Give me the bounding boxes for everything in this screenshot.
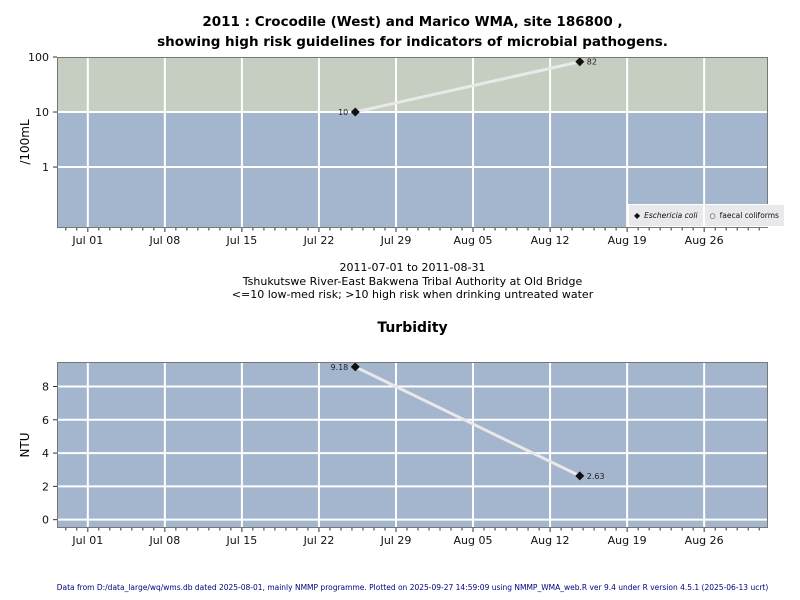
- svg-text:Jul 22: Jul 22: [303, 534, 335, 547]
- legend-item-faecal-coliforms: ○ faecal coliforms: [703, 204, 785, 227]
- svg-text:10: 10: [35, 106, 49, 119]
- svg-text:Aug 05: Aug 05: [454, 234, 493, 247]
- svg-text:Jul 08: Jul 08: [148, 534, 180, 547]
- svg-text:9.18: 9.18: [330, 363, 348, 372]
- svg-text:4: 4: [42, 447, 49, 460]
- subtitle-block: 2011-07-01 to 2011-08-31 Tshukutswe Rive…: [57, 261, 768, 302]
- svg-text:Jul 15: Jul 15: [226, 234, 258, 247]
- svg-text:0: 0: [42, 514, 49, 527]
- date-range-text: 2011-07-01 to 2011-08-31: [339, 261, 486, 274]
- svg-text:10: 10: [338, 108, 348, 117]
- svg-text:82: 82: [587, 58, 597, 67]
- svg-text:Jul 01: Jul 01: [71, 534, 103, 547]
- legend-item-ecoli: ◆ Eschericia coli: [628, 204, 704, 227]
- svg-text:2.63: 2.63: [587, 472, 605, 481]
- risk-note-text: <=10 low-med risk; >10 high risk when dr…: [231, 288, 594, 301]
- legend-label-ecoli: Eschericia coli: [644, 211, 698, 220]
- filled-diamond-icon: ◆: [634, 210, 641, 220]
- svg-text:Aug 12: Aug 12: [531, 234, 570, 247]
- svg-text:100: 100: [28, 51, 49, 64]
- svg-text:Jul 15: Jul 15: [226, 534, 258, 547]
- svg-text:Aug 26: Aug 26: [685, 234, 724, 247]
- open-circle-icon: ○: [709, 211, 716, 220]
- chart-legend: ◆ Eschericia coli ○ faecal coliforms: [628, 204, 785, 227]
- ecoli-y-axis-title: /100mL: [18, 119, 32, 165]
- site-name-text: Tshukutswe River-East Bakwena Tribal Aut…: [242, 274, 583, 288]
- turbidity-chart-plot: 0 2 4 6 8 Jul 01 Jul 08 Jul 15 Jul 22 Jul 29 Aug 0…: [42, 362, 768, 547]
- page-title-line2: showing high risk guidelines for indicat…: [157, 34, 668, 50]
- ecoli-chart-plot: 1 10 100 Jul 01 Jul 08 Jul 15 Jul 22 Jul 29 Aug …: [28, 51, 768, 247]
- svg-text:Aug 19: Aug 19: [608, 534, 647, 547]
- page-title-line1: 2011 : Crocodile (West) and Marico WMA, …: [202, 14, 623, 30]
- svg-text:Jul 01: Jul 01: [71, 234, 103, 247]
- svg-text:Jul 29: Jul 29: [380, 534, 412, 547]
- svg-text:Jul 29: Jul 29: [380, 234, 412, 247]
- page-title: 2011 : Crocodile (West) and Marico WMA, …: [45, 12, 780, 52]
- svg-text:Jul 22: Jul 22: [303, 234, 335, 247]
- legend-label-faecal-coliforms: faecal coliforms: [719, 211, 779, 220]
- turbidity-y-axis-title: NTU: [18, 432, 32, 458]
- svg-text:Aug 12: Aug 12: [531, 534, 570, 547]
- svg-text:6: 6: [42, 414, 49, 427]
- turbidity-title: Turbidity: [377, 320, 448, 336]
- footer-note: Data from D:/data_large/wq/wms.db dated …: [56, 583, 769, 592]
- svg-text:Aug 05: Aug 05: [454, 534, 493, 547]
- svg-text:Aug 19: Aug 19: [608, 234, 647, 247]
- svg-text:2: 2: [42, 480, 49, 493]
- svg-text:Jul 08: Jul 08: [148, 234, 180, 247]
- svg-text:Aug 26: Aug 26: [685, 534, 724, 547]
- svg-text:1: 1: [42, 161, 49, 174]
- svg-text:8: 8: [42, 380, 49, 393]
